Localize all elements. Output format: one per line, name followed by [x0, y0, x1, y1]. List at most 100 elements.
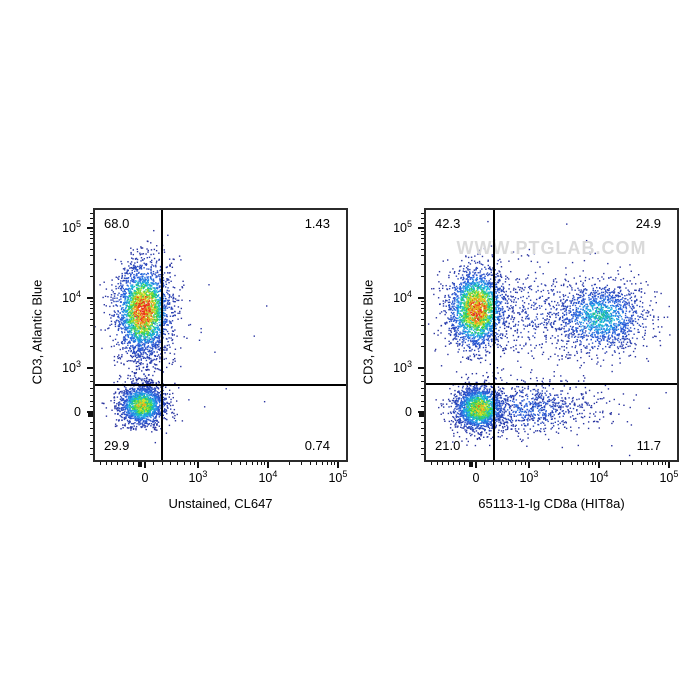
- x-tick-mark: [453, 462, 455, 465]
- y-axis-ticks: [84, 210, 93, 460]
- y-tick-mark: [421, 346, 424, 348]
- y-tick-mark: [421, 248, 424, 250]
- y-tick-mark: [421, 308, 424, 310]
- x-tick-mark: [582, 462, 584, 465]
- x-tick-label: 105: [328, 468, 348, 485]
- y-tick-mark: [90, 325, 93, 327]
- y-tick-mark: [421, 421, 424, 423]
- y-tick-mark: [90, 381, 93, 383]
- y-tick-mark: [421, 387, 424, 389]
- x-axis-label: Unstained, CL647: [168, 496, 273, 511]
- y-tick-mark: [90, 387, 93, 389]
- y-tick-mark: [90, 243, 93, 245]
- x-tick-mark: [631, 462, 633, 465]
- y-tick-label: 0: [405, 405, 412, 419]
- y-tick-mark: [90, 406, 93, 408]
- y-tick-mark: [90, 318, 93, 320]
- x-tick-mark: [657, 462, 659, 465]
- y-axis-tick-labels: 105 104 103 0: [43, 210, 87, 460]
- x-tick-mark: [177, 462, 179, 465]
- y-tick-mark: [421, 264, 424, 266]
- x-tick-mark: [447, 462, 449, 465]
- x-tick-mark: [267, 462, 269, 468]
- y-tick-mark: [90, 346, 93, 348]
- x-tick-label: 104: [589, 468, 609, 485]
- y-tick-mark: [419, 413, 424, 417]
- x-tick-label: 0: [472, 471, 480, 485]
- x-tick-mark: [239, 462, 241, 465]
- x-tick-mark: [122, 462, 124, 465]
- y-tick-mark: [90, 400, 93, 402]
- dot-density-canvas: [95, 210, 346, 460]
- y-tick-mark: [421, 428, 424, 429]
- x-tick-mark: [595, 462, 597, 465]
- x-tick-mark: [475, 462, 477, 468]
- x-tick-mark: [184, 462, 186, 465]
- y-tick-mark: [421, 300, 424, 302]
- quadrant-gate-horizontal: [95, 384, 346, 386]
- y-tick-mark: [421, 304, 424, 306]
- y-tick-mark: [421, 381, 424, 383]
- y-tick-mark: [90, 454, 93, 455]
- y-tick-label: 0: [74, 405, 81, 419]
- x-tick-mark: [246, 462, 248, 465]
- y-tick-mark: [90, 230, 93, 232]
- quadrant-stat-upper-right: 24.9: [635, 216, 661, 231]
- x-tick-label: 0: [141, 471, 149, 485]
- y-tick-mark: [421, 406, 424, 408]
- x-tick-mark: [577, 462, 579, 465]
- y-tick-label: 105: [393, 218, 412, 235]
- y-tick-mark: [90, 441, 93, 442]
- x-tick-mark: [153, 462, 155, 465]
- x-tick-mark: [508, 462, 510, 465]
- x-tick-mark: [288, 462, 290, 465]
- x-tick-mark: [587, 462, 589, 465]
- quadrant-stat-lower-right: 0.74: [304, 438, 330, 453]
- x-tick-mark: [100, 462, 102, 465]
- x-tick-mark: [309, 462, 311, 465]
- x-tick-mark: [260, 462, 262, 465]
- y-tick-mark: [421, 334, 424, 336]
- dot-density-canvas: [426, 210, 677, 460]
- y-tick-mark: [421, 276, 424, 278]
- watermark: WWW.PTGLAB.COM: [456, 238, 647, 258]
- x-tick-mark: [105, 462, 107, 465]
- x-tick-mark: [169, 462, 171, 465]
- y-tick-mark: [421, 230, 424, 232]
- y-tick-label: 105: [62, 218, 81, 235]
- x-tick-mark: [230, 462, 232, 465]
- x-tick-mark: [521, 462, 523, 465]
- x-tick-mark: [144, 462, 146, 468]
- y-tick-label: 103: [62, 358, 81, 375]
- x-tick-mark: [665, 462, 667, 465]
- y-tick-label: 104: [393, 288, 412, 305]
- x-tick-mark: [492, 462, 494, 465]
- x-tick-mark: [591, 462, 593, 465]
- quadrant-stat-lower-left: 29.9: [104, 438, 130, 453]
- flow-plot-panel-left: 68.0 1.43 29.9 0.74 0 103 104 105 105 104 103…: [30, 208, 353, 538]
- x-tick-mark: [640, 462, 642, 465]
- quadrant-stat-upper-left: 42.3: [435, 216, 461, 231]
- x-tick-mark: [300, 462, 302, 465]
- y-tick-label: 104: [62, 288, 81, 305]
- y-tick-mark: [90, 255, 93, 257]
- x-tick-mark: [549, 462, 551, 465]
- y-tick-mark: [90, 234, 93, 236]
- x-tick-label: 103: [519, 468, 539, 485]
- x-tick-mark: [316, 462, 318, 465]
- x-tick-mark: [330, 462, 332, 465]
- y-tick-mark: [90, 308, 93, 310]
- x-tick-mark: [464, 462, 466, 465]
- x-axis-ticks: [95, 462, 346, 471]
- y-tick-mark: [418, 227, 424, 229]
- x-tick-mark: [197, 462, 199, 468]
- x-axis-label: 65113-1-Ig CD8a (HIT8a): [478, 496, 625, 511]
- y-tick-mark: [87, 411, 93, 413]
- quadrant-gate-vertical: [161, 210, 164, 460]
- y-tick-mark: [421, 447, 424, 449]
- y-tick-mark: [421, 222, 424, 224]
- y-tick-mark: [421, 454, 424, 455]
- x-tick-mark: [431, 462, 433, 465]
- y-tick-mark: [418, 367, 424, 369]
